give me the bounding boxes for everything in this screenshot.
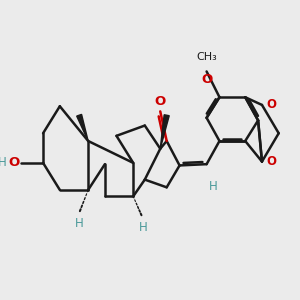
Text: O: O — [154, 94, 166, 107]
Text: O: O — [9, 156, 20, 170]
Text: H: H — [0, 156, 7, 170]
Polygon shape — [160, 115, 169, 149]
Text: CH₃: CH₃ — [196, 52, 217, 62]
Text: H: H — [209, 180, 218, 193]
Text: H: H — [139, 221, 148, 234]
Text: O: O — [201, 73, 212, 86]
Text: H: H — [75, 217, 83, 230]
Text: O: O — [267, 98, 277, 111]
Text: O: O — [267, 155, 277, 168]
Polygon shape — [77, 114, 88, 141]
